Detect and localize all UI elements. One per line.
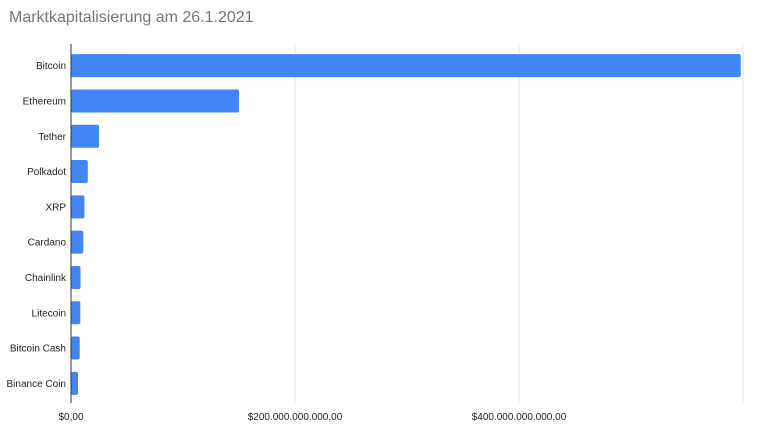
bar-chainlink[interactable] xyxy=(71,265,81,289)
category-label: Litecoin xyxy=(32,308,66,319)
x-tick-label: $0,00 xyxy=(58,412,83,423)
category-label: Bitcoin xyxy=(36,61,66,72)
bar-tether[interactable] xyxy=(71,124,99,148)
bar-binance-coin[interactable] xyxy=(71,371,79,395)
category-labels: Bitcoin Ethereum Tether Polkadot XRP Cardano C… xyxy=(7,61,67,390)
bar-polkadot[interactable] xyxy=(71,160,88,184)
category-label: Bitcoin Cash xyxy=(10,344,66,355)
category-label: XRP xyxy=(45,202,66,213)
category-label: Binance Coin xyxy=(7,379,66,390)
x-axis-tick-labels: $0,00 $200.000.000.000,00 $400.000.000.000… xyxy=(58,412,566,423)
chart-title: Marktkapitalisierung am 26.1.2021 xyxy=(9,9,254,26)
bar-xrp[interactable] xyxy=(71,195,85,219)
bar-ethereum[interactable] xyxy=(71,89,239,113)
bar-cardano[interactable] xyxy=(71,230,84,254)
bars-layer xyxy=(71,54,741,395)
x-tick-label: $400.000.000.000,00 xyxy=(472,412,567,423)
category-label: Cardano xyxy=(28,238,67,249)
category-label: Polkadot xyxy=(27,167,66,178)
bar-bitcoin-cash[interactable] xyxy=(71,336,80,360)
grid-layer xyxy=(294,44,744,403)
bar-litecoin[interactable] xyxy=(71,301,81,325)
category-label: Tether xyxy=(38,132,66,143)
category-label: Ethereum xyxy=(23,96,66,107)
bar-bitcoin[interactable] xyxy=(71,54,741,78)
x-tick-label: $200.000.000.000,00 xyxy=(248,412,343,423)
category-label: Chainlink xyxy=(25,273,67,284)
